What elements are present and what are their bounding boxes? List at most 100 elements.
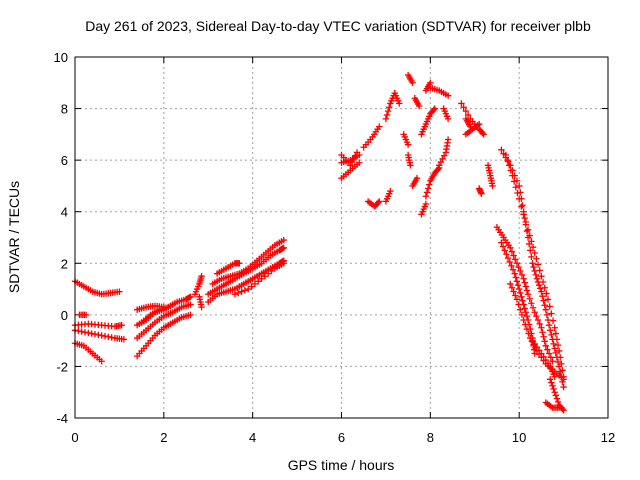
data-point	[467, 123, 474, 130]
data-point	[444, 136, 452, 143]
series-s20	[338, 149, 361, 169]
data-point	[502, 151, 510, 159]
data-point	[549, 382, 556, 389]
data-point	[498, 146, 505, 154]
data-point	[513, 278, 521, 285]
data-point	[529, 243, 537, 251]
series-s28	[404, 151, 414, 169]
data-point	[519, 297, 526, 304]
data-point	[509, 266, 517, 273]
x-tick-label: 10	[512, 430, 526, 445]
data-point	[118, 321, 125, 329]
data-point	[422, 200, 430, 208]
data-point	[531, 249, 538, 257]
data-point	[261, 272, 269, 280]
data-point	[535, 347, 543, 354]
data-point	[518, 203, 525, 210]
chart-title: Day 261 of 2023, Sidereal Day-to-day VTE…	[85, 18, 591, 34]
data-point	[475, 120, 483, 128]
y-tick-label: 0	[61, 308, 68, 323]
y-tick-label: -4	[56, 411, 68, 426]
data-point	[549, 358, 556, 365]
data-point	[504, 156, 511, 164]
series-s45	[493, 223, 556, 365]
data-point	[265, 270, 272, 277]
data-point	[439, 155, 446, 163]
data-point	[560, 376, 567, 383]
data-point	[386, 104, 393, 111]
data-point	[489, 182, 496, 190]
data-point	[376, 123, 383, 130]
data-point	[529, 260, 536, 267]
y-tick-labels: -4 -2 0 2 4 6 8 10	[54, 50, 68, 426]
data-point	[545, 321, 553, 329]
data-point	[522, 283, 530, 290]
data-point	[501, 247, 508, 254]
data-point	[280, 236, 287, 244]
data-point	[538, 272, 545, 280]
data-point	[542, 342, 550, 349]
data-point	[545, 350, 553, 357]
data-point	[352, 152, 359, 159]
data-point	[544, 360, 552, 367]
data-point	[280, 260, 287, 267]
data-point	[384, 107, 392, 115]
data-point	[549, 317, 557, 324]
data-point	[187, 293, 194, 301]
data-point	[513, 260, 521, 267]
data-point	[523, 312, 531, 320]
data-point	[528, 238, 535, 245]
x-tick-label: 8	[427, 430, 434, 445]
y-axis-label: SDTVAR / TECUs	[6, 181, 22, 293]
y-tick-label: 2	[61, 256, 68, 271]
series-s6	[133, 311, 194, 360]
data-point	[521, 214, 528, 222]
data-point	[521, 279, 528, 286]
data-point	[526, 295, 533, 302]
data-point	[546, 303, 553, 310]
data-point	[542, 306, 550, 313]
x-tick-label: 6	[338, 430, 345, 445]
data-point	[523, 287, 531, 294]
x-tick-labels: 0 2 4 6 8 10 12	[71, 430, 615, 445]
data-point	[520, 211, 527, 218]
data-point	[544, 346, 551, 353]
data-point	[503, 251, 510, 258]
series-s24	[391, 89, 403, 107]
data-point	[413, 174, 421, 182]
data-point	[560, 383, 567, 391]
data-point	[458, 100, 465, 107]
data-point	[515, 182, 523, 190]
data-point	[550, 385, 557, 393]
data-points	[71, 71, 567, 414]
data-point	[547, 354, 555, 361]
series-s21	[360, 123, 383, 151]
data-point	[555, 404, 563, 411]
data-point	[258, 275, 265, 282]
data-point	[423, 189, 431, 196]
series-s40	[462, 115, 474, 130]
series-s26	[400, 131, 412, 148]
data-point	[507, 167, 515, 174]
data-point	[404, 141, 412, 148]
data-point	[551, 373, 558, 380]
y-tick-label: 10	[54, 50, 68, 65]
data-point	[509, 172, 516, 179]
data-point	[514, 189, 521, 197]
data-point	[116, 288, 123, 295]
data-point	[540, 333, 547, 340]
data-point	[356, 159, 363, 166]
data-point	[542, 356, 550, 364]
x-tick-label: 2	[160, 430, 167, 445]
data-point	[512, 292, 519, 299]
data-point	[547, 327, 554, 334]
data-point	[543, 311, 551, 319]
data-point	[382, 115, 390, 123]
data-point	[508, 284, 516, 291]
series-s33	[422, 164, 443, 200]
data-point	[510, 178, 518, 185]
series-s11	[191, 272, 205, 298]
data-point	[557, 354, 564, 361]
series-s25	[382, 187, 394, 205]
